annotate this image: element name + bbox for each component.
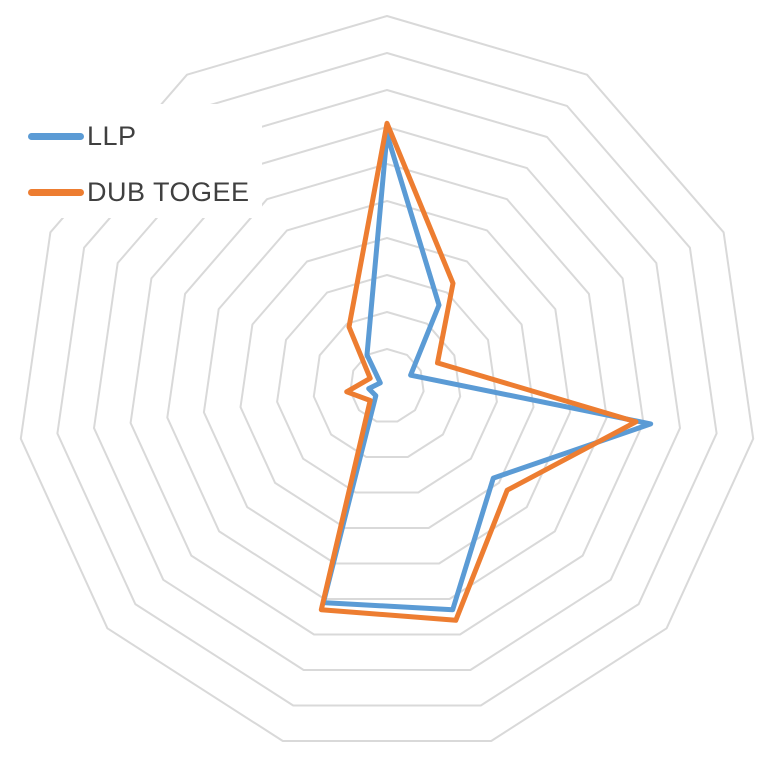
- chart-legend: LLP DUB TOGEE: [24, 104, 262, 218]
- legend-label-dub-togee: DUB TOGEE: [87, 177, 250, 207]
- grid-ring-2: [312, 311, 462, 458]
- series-llp: [320, 131, 654, 613]
- grid-ring-4: [239, 237, 535, 529]
- grid-ring-8: [93, 89, 681, 671]
- grid-ring-1: [349, 348, 425, 423]
- grid-ring-9: [56, 52, 718, 707]
- legend-item-llp: LLP: [28, 120, 250, 152]
- legend-line-swatch-dub-togee: [28, 188, 84, 196]
- grid-ring-6: [166, 163, 608, 600]
- grid-ring-3: [276, 274, 498, 494]
- legend-line-swatch-llp: [28, 132, 84, 140]
- grid-ring-7: [129, 126, 645, 636]
- legend-label-llp: LLP: [87, 121, 137, 151]
- legend-item-dub-togee: DUB TOGEE: [28, 176, 250, 208]
- series-dub-togee: [318, 120, 639, 623]
- grid-ring-5: [202, 200, 572, 565]
